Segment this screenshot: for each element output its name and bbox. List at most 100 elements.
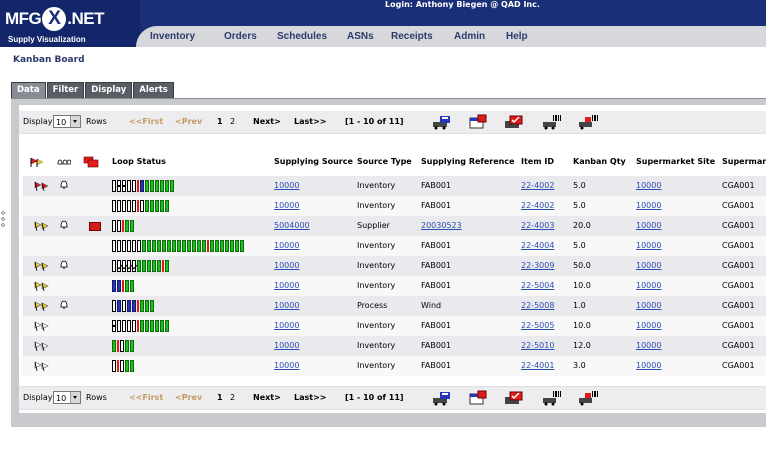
col-supplying-source[interactable]: Supplying Source [274, 157, 353, 166]
kanban-card [147, 240, 151, 252]
nav-orders[interactable]: Orders [224, 31, 257, 42]
barcode-sign-icon[interactable] [577, 114, 599, 130]
table-row[interactable]: 10000 Inventory FAB001 22-5010 12.0 10000 CGA0… [23, 336, 766, 356]
first-page-link[interactable]: <<First [129, 117, 164, 126]
item-id-link[interactable]: 22-3009 [521, 261, 555, 270]
supermarket-site-link[interactable]: 10000 [636, 341, 662, 350]
item-id-link[interactable]: 22-4003 [521, 221, 555, 230]
page-2-link[interactable]: 2 [230, 393, 236, 402]
nav-receipts[interactable]: Receipts [391, 31, 433, 42]
supermarket-site-link[interactable]: 10000 [636, 321, 662, 330]
next-page-link[interactable]: Next> [253, 117, 281, 126]
prev-page-link[interactable]: <Prev [175, 117, 203, 126]
next-page-link[interactable]: Next> [253, 393, 281, 402]
item-id-link[interactable]: 22-5010 [521, 341, 555, 350]
item-id-link[interactable]: 22-5008 [521, 301, 555, 310]
supplying-source-link[interactable]: 10000 [274, 261, 300, 270]
last-page-link[interactable]: Last>> [294, 117, 327, 126]
col-item-id[interactable]: Item ID [521, 157, 554, 166]
barcode-cart-icon[interactable] [541, 114, 563, 130]
nav-help[interactable]: Help [506, 31, 528, 42]
calendar-icon[interactable] [467, 390, 489, 406]
bell-icon[interactable] [57, 158, 71, 166]
supermarket-site-link[interactable]: 10000 [636, 241, 662, 250]
table-row[interactable]: 10000 Inventory FAB001 22-5004 10.0 10000 CGA0… [23, 276, 766, 296]
col-supermarket[interactable]: Supermarke [722, 157, 766, 166]
table-row[interactable]: 10000 Inventory FAB001 22-4004 5.0 10000 CGA00… [23, 236, 766, 256]
tab-display[interactable]: Display [85, 82, 133, 98]
item-id-link[interactable]: 22-4002 [521, 201, 555, 210]
logo-x-icon: X [42, 7, 67, 31]
tab-filter[interactable]: Filter [46, 82, 85, 98]
flag-icon [34, 361, 49, 371]
col-kanban-qty[interactable]: Kanban Qty [573, 157, 626, 166]
supermarket-site-link[interactable]: 10000 [636, 281, 662, 290]
supermarket-site-link[interactable]: 10000 [636, 361, 662, 370]
item-id-link[interactable]: 22-5004 [521, 281, 555, 290]
page-1-link[interactable]: 1 [217, 393, 223, 402]
supplying-source-link[interactable]: 10000 [274, 301, 300, 310]
table-row[interactable]: 10000 Process Wind 22-5008 1.0 10000 CGA001 [23, 296, 766, 316]
col-loop-status[interactable]: Loop Status [112, 157, 166, 166]
tab-data[interactable]: Data [11, 82, 46, 98]
folder-icon[interactable] [503, 114, 525, 130]
supermarket-site-link[interactable]: 10000 [636, 181, 662, 190]
calendar-icon[interactable] [467, 114, 489, 130]
supplying-source-link[interactable]: 10000 [274, 361, 300, 370]
kanban-board: Display 10 Rows <<First <Prev 1 2 Next> … [19, 105, 766, 413]
nav-admin[interactable]: Admin [454, 31, 486, 42]
loop-status-bar [112, 220, 135, 232]
supplying-reference[interactable]: 20030523 [421, 221, 462, 230]
supplying-source-link[interactable]: 10000 [274, 181, 300, 190]
supermarket-site-link[interactable]: 10000 [636, 261, 662, 270]
page-2-link[interactable]: 2 [230, 117, 236, 126]
table-row[interactable]: 10000 Inventory FAB001 22-5005 10.0 10000 CGA0… [23, 316, 766, 336]
table-row[interactable]: 5004000 Supplier 20030523 22-4003 20.0 10000 C… [23, 216, 766, 236]
kanban-card [150, 200, 154, 212]
envelope-icon[interactable] [83, 156, 99, 168]
table-row[interactable]: 10000 Inventory FAB001 22-4002 5.0 10000 CGA00… [23, 196, 766, 216]
supplying-source-link[interactable]: 5004000 [274, 221, 310, 230]
cart-icon[interactable] [431, 390, 453, 406]
barcode-sign-icon[interactable] [577, 390, 599, 406]
item-id-link[interactable]: 22-4001 [521, 361, 555, 370]
supplying-source-link[interactable]: 10000 [274, 321, 300, 330]
first-page-link[interactable]: <<First [129, 393, 164, 402]
page-1-link[interactable]: 1 [217, 117, 223, 126]
nav-schedules[interactable]: Schedules [277, 31, 328, 42]
table-row[interactable]: 10000 Inventory FAB001 22-4002 5.0 10000 CGA00… [23, 176, 766, 196]
item-id-link[interactable]: 22-4002 [521, 181, 555, 190]
item-id-link[interactable]: 22-5005 [521, 321, 555, 330]
col-supermarket-site[interactable]: Supermarket Site [636, 157, 716, 166]
cart-icon[interactable] [431, 114, 453, 130]
barcode-cart-icon[interactable] [541, 390, 563, 406]
rows-select[interactable]: 10 [53, 115, 81, 128]
col-supplying-reference[interactable]: Supplying Reference [421, 157, 515, 166]
supplying-source-link[interactable]: 10000 [274, 341, 300, 350]
supermarket-site-link[interactable]: 10000 [636, 221, 662, 230]
kanban-card [225, 240, 229, 252]
supplying-source-link[interactable]: 10000 [274, 281, 300, 290]
app-logo[interactable]: MFG X .NET Supply Visualization [0, 0, 140, 47]
folder-icon[interactable] [503, 390, 525, 406]
resize-handle-icon[interactable] [1, 210, 5, 230]
last-page-link[interactable]: Last>> [294, 393, 327, 402]
item-id-link[interactable]: 22-4004 [521, 241, 555, 250]
kanban-card [117, 340, 119, 352]
table-row[interactable]: 10000 Inventory FAB001 22-3009 50.0 10000 CGA0… [23, 256, 766, 276]
flag-icon [34, 301, 49, 311]
col-source-type[interactable]: Source Type [357, 157, 412, 166]
supermarket-site-link[interactable]: 10000 [636, 301, 662, 310]
prev-page-link[interactable]: <Prev [175, 393, 203, 402]
tab-alerts[interactable]: Alerts [133, 82, 174, 98]
flag-icon[interactable] [29, 157, 45, 167]
rows-select[interactable]: 10 [53, 391, 81, 404]
nav-inventory[interactable]: Inventory [150, 31, 196, 42]
supplying-source-link[interactable]: 10000 [274, 241, 300, 250]
supplying-source-link[interactable]: 10000 [274, 201, 300, 210]
table-row[interactable]: 10000 Inventory FAB001 22-4001 3.0 10000 CGA00… [23, 356, 766, 376]
supermarket-site-link[interactable]: 10000 [636, 201, 662, 210]
kanban-card [230, 240, 234, 252]
kanban-card [137, 300, 139, 312]
nav-asns[interactable]: ASNs [347, 31, 374, 42]
